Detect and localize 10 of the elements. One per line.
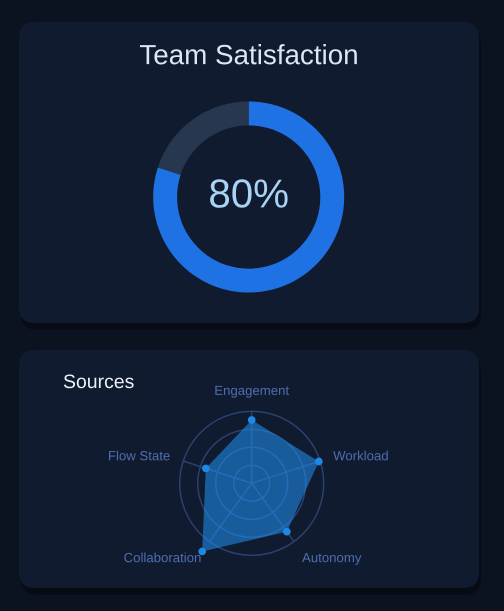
chart-title: Team Satisfaction [140, 44, 357, 64]
chart-title: Sources [64, 374, 134, 388]
donut-slice [153, 102, 344, 292]
donut-slice [158, 102, 249, 175]
data-label: 80% [210, 179, 288, 208]
spoke-label: Workload [333, 450, 388, 460]
spoke-label: Autonomy [302, 553, 362, 565]
spoke-label: Engagement [215, 386, 290, 398]
spoke-label: Collaboration [124, 552, 201, 562]
spoke-label: Flow State [109, 450, 170, 460]
